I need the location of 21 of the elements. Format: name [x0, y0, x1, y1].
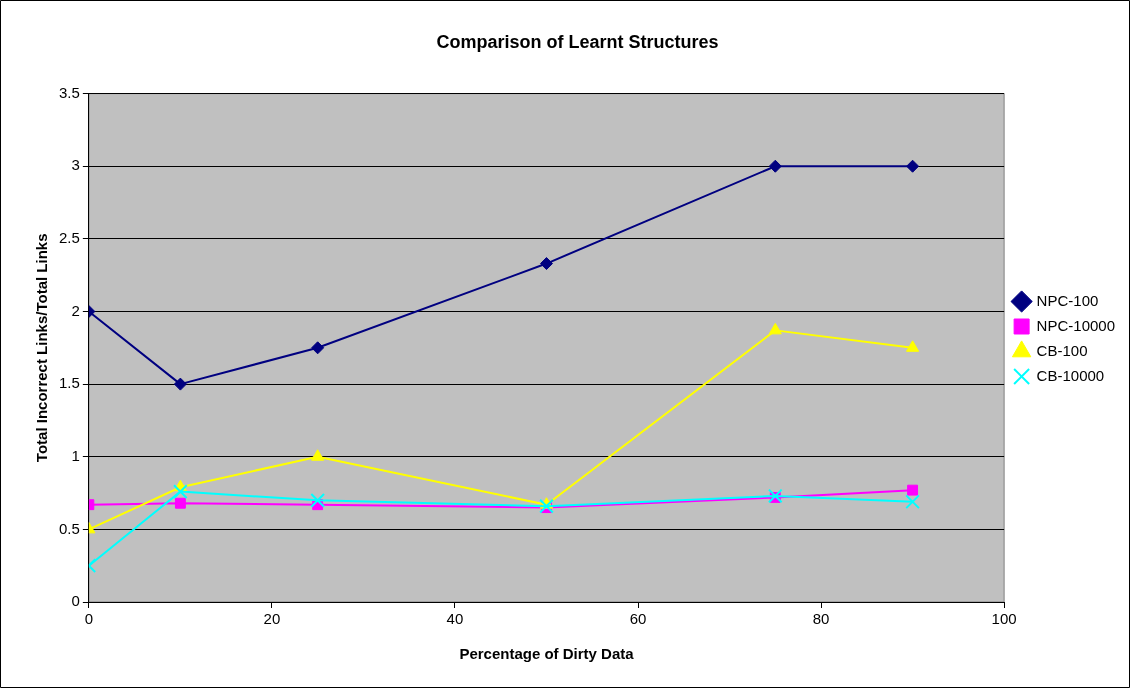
y-tick-label: 0 [71, 592, 80, 610]
legend-label: NPC-100 [1036, 291, 1099, 309]
x-tick-label: 100 [991, 610, 1017, 628]
y-tick-label: 3.5 [58, 83, 80, 101]
legend-label: NPC-10000 [1036, 316, 1116, 334]
y-tick-label: 2 [71, 301, 80, 319]
y-axis-title: Total Incorrect Links/Total Links [33, 233, 51, 463]
legend-label: CB-10000 [1036, 366, 1105, 384]
x-axis-title: Percentage of Dirty Data [459, 645, 635, 663]
x-tick-label: 80 [812, 610, 830, 628]
y-tick-label: 1.5 [58, 374, 80, 392]
y-tick-label: 0.5 [58, 519, 80, 537]
y-tick-label: 1 [71, 446, 80, 464]
chart-title: Comparison of Learnt Structures [436, 31, 719, 52]
x-tick-label: 40 [446, 610, 464, 628]
y-tick-label: 2.5 [58, 229, 80, 246]
x-tick-label: 20 [263, 610, 281, 628]
legend-label: CB-100 [1036, 341, 1088, 359]
y-tick-label: 3 [71, 156, 80, 174]
x-tick-label: 0 [84, 610, 94, 628]
x-tick-label: 60 [629, 610, 647, 628]
